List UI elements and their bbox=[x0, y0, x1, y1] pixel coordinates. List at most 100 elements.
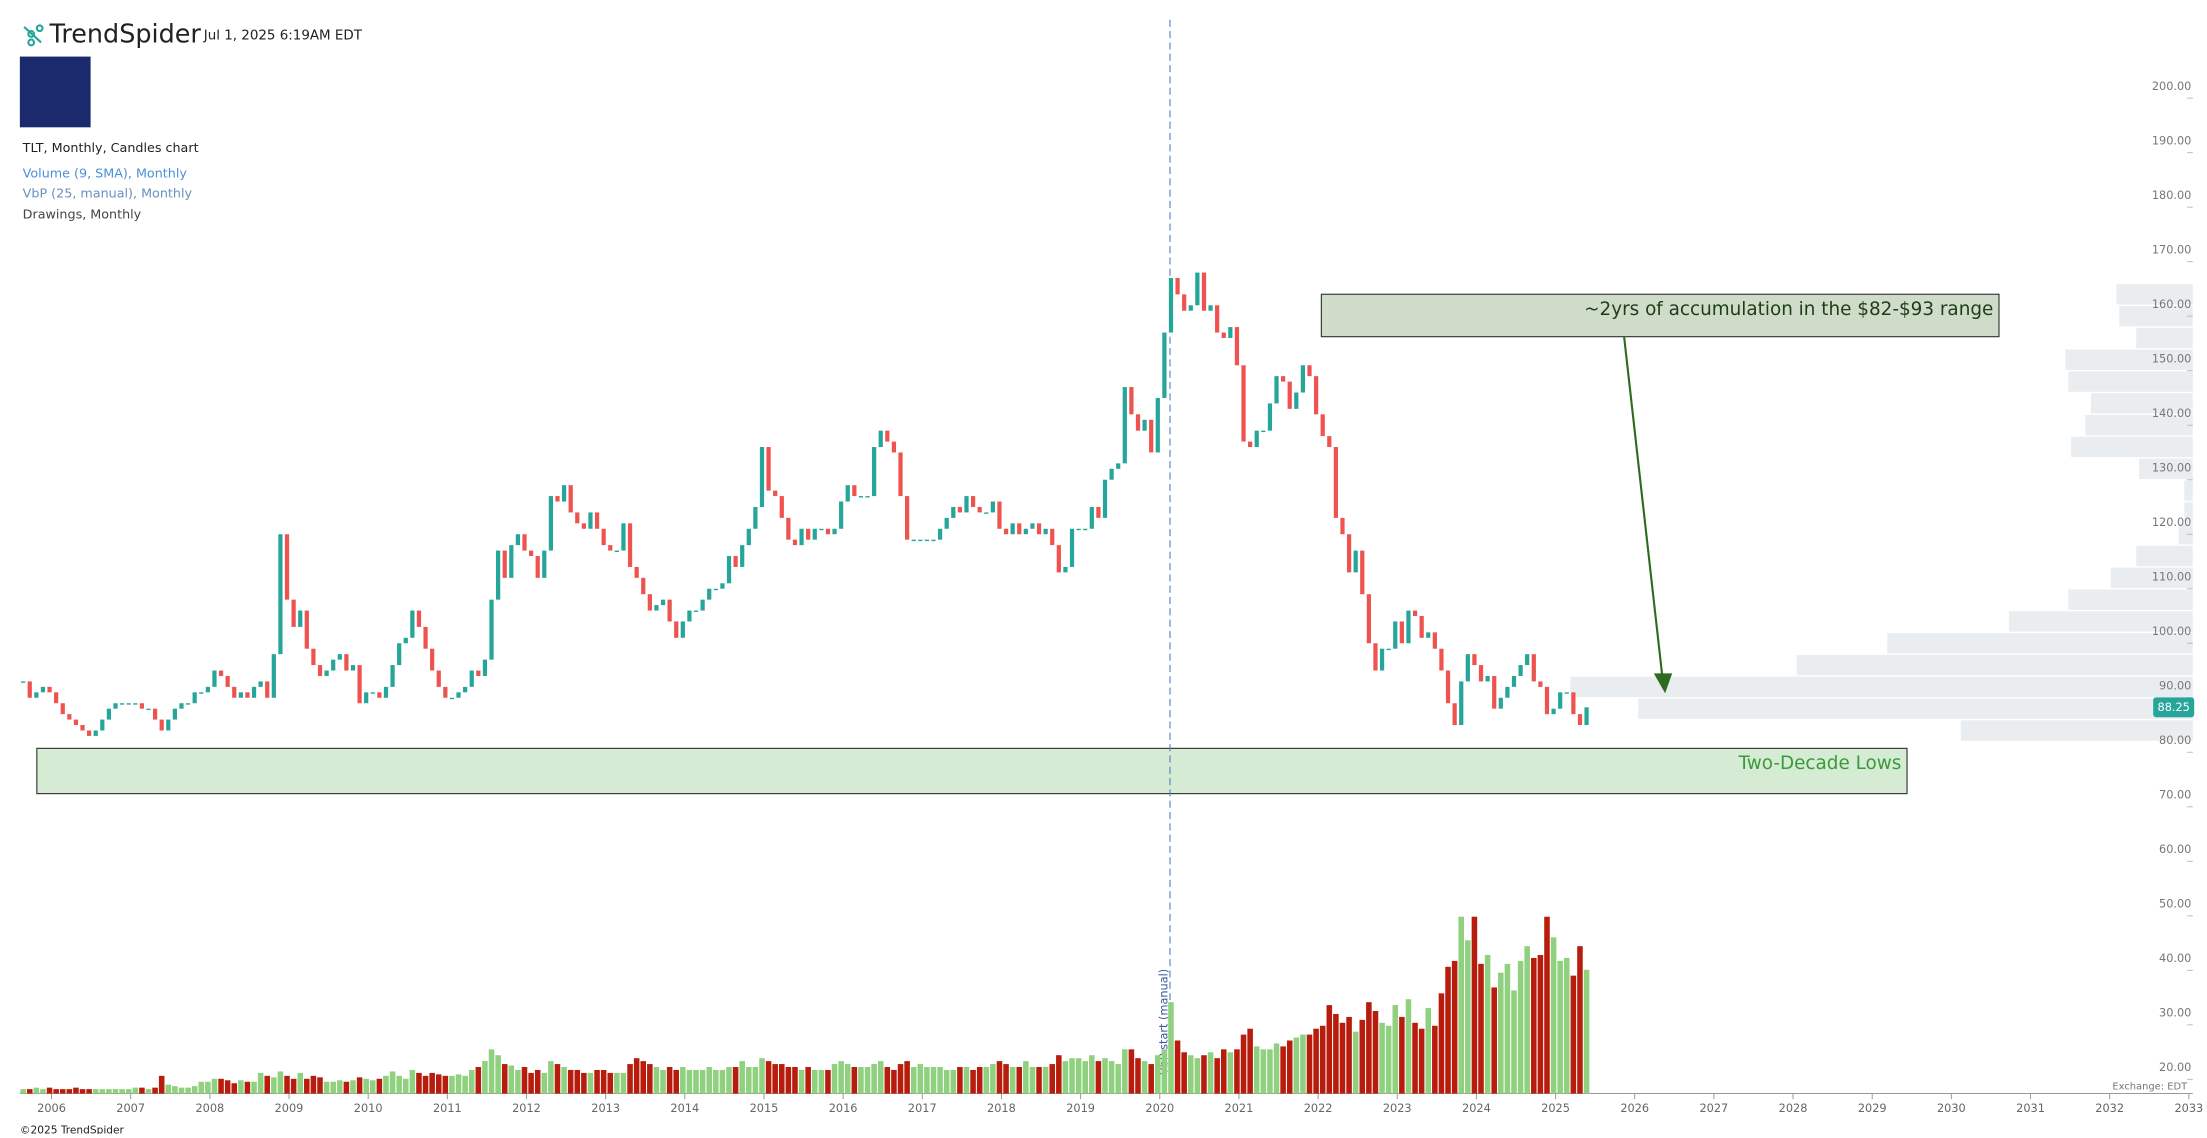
volume-bar bbox=[765, 1061, 772, 1094]
vbp-bar bbox=[2136, 327, 2193, 349]
volume-bar bbox=[409, 1069, 416, 1094]
candle-body bbox=[159, 719, 164, 731]
volume-bar bbox=[990, 1064, 996, 1094]
volume-bar bbox=[416, 1072, 422, 1094]
volume-bar bbox=[185, 1087, 191, 1094]
volume-bar bbox=[139, 1087, 145, 1094]
volume-bar bbox=[178, 1087, 185, 1094]
volume-bar bbox=[277, 1071, 284, 1094]
volume-bar bbox=[614, 1072, 620, 1094]
volume-bar bbox=[726, 1067, 732, 1094]
volume-bar bbox=[1115, 1064, 1121, 1094]
volume-bar bbox=[1583, 969, 1590, 1094]
volume-bar bbox=[508, 1065, 515, 1094]
volume-bar bbox=[389, 1071, 396, 1094]
volume-bar bbox=[1438, 993, 1445, 1094]
volume-bar bbox=[264, 1075, 271, 1094]
candle-body bbox=[575, 512, 580, 524]
volume-bar bbox=[475, 1067, 482, 1094]
y-tick-label: 20.00 bbox=[2159, 1061, 2191, 1074]
volume-bar bbox=[1273, 1043, 1280, 1094]
volume-bar bbox=[1174, 1040, 1181, 1094]
volume-bar bbox=[1009, 1067, 1016, 1094]
volume-bar bbox=[1550, 937, 1557, 1094]
volume-bar bbox=[792, 1067, 798, 1094]
candle-body bbox=[700, 599, 705, 611]
volume-bar bbox=[996, 1061, 1003, 1094]
indicator[interactable]: VbP (25, manual), Monthly bbox=[23, 186, 193, 201]
volume-bar bbox=[1029, 1067, 1036, 1094]
candle-body bbox=[166, 719, 171, 731]
volume-bar bbox=[1247, 1028, 1253, 1094]
volume-bar bbox=[647, 1064, 653, 1094]
x-tick-label: 2024 bbox=[1462, 1102, 1491, 1115]
volume-bar bbox=[1102, 1058, 1108, 1094]
candle-body bbox=[146, 708, 151, 711]
volume-bar bbox=[1155, 1055, 1161, 1094]
x-tick-label: 2012 bbox=[512, 1102, 541, 1115]
candle-body bbox=[1109, 468, 1114, 480]
candle-body bbox=[1333, 447, 1339, 518]
indicator[interactable]: Drawings, Monthly bbox=[23, 208, 142, 223]
candle-body bbox=[238, 692, 243, 698]
volume-bar bbox=[1372, 1011, 1379, 1094]
candle-body bbox=[713, 588, 718, 591]
volume-bar bbox=[607, 1072, 614, 1094]
volume-bar bbox=[534, 1069, 541, 1094]
volume-bar bbox=[125, 1089, 132, 1094]
indicator[interactable]: Volume (9, SMA), Monthly bbox=[23, 167, 188, 182]
exchange: Exchange: EDT bbox=[2112, 1081, 2188, 1092]
volume-bar bbox=[40, 1089, 46, 1094]
y-tick-label: 90.00 bbox=[2159, 679, 2191, 692]
volume-bar bbox=[26, 1089, 33, 1094]
logo-icon bbox=[23, 24, 44, 47]
candle-body bbox=[225, 675, 230, 687]
vbp-bar bbox=[2068, 371, 2193, 392]
volume-bar bbox=[693, 1069, 699, 1094]
volume-bar bbox=[541, 1072, 548, 1094]
volume-bar bbox=[1484, 955, 1491, 1094]
candle-body bbox=[337, 654, 342, 660]
volume-bar bbox=[864, 1067, 871, 1094]
candle-body bbox=[726, 556, 732, 584]
x-tick-label: 2019 bbox=[1066, 1102, 1095, 1115]
candle-body bbox=[80, 725, 85, 731]
candle-body bbox=[1558, 692, 1563, 709]
candle-body bbox=[1142, 419, 1147, 431]
x-tick-label: 2017 bbox=[908, 1102, 937, 1115]
volume-bar bbox=[396, 1075, 402, 1094]
candle-body bbox=[674, 621, 679, 638]
volume-bar bbox=[1201, 1055, 1207, 1094]
candle-body bbox=[443, 686, 448, 698]
x-tick-label: 2016 bbox=[829, 1102, 858, 1115]
candle-body bbox=[542, 550, 547, 578]
volume-bar bbox=[904, 1061, 910, 1094]
volume-bar bbox=[620, 1072, 627, 1094]
candle-body bbox=[271, 654, 276, 698]
candle-body bbox=[1201, 272, 1207, 311]
candle-body bbox=[1089, 506, 1094, 529]
candle-body bbox=[885, 430, 890, 442]
candle-body bbox=[1307, 365, 1312, 377]
candle-body bbox=[278, 534, 283, 655]
candle-body bbox=[1281, 376, 1286, 382]
volume-bar bbox=[680, 1067, 686, 1094]
candle-body bbox=[93, 730, 98, 736]
volume-bar bbox=[1564, 957, 1570, 1094]
candle-body bbox=[608, 545, 613, 551]
candle-body bbox=[1254, 430, 1259, 448]
candle-body bbox=[819, 528, 824, 531]
candle-body bbox=[1023, 528, 1028, 535]
price-tag bbox=[2153, 697, 2195, 718]
volume-bar bbox=[1306, 1034, 1313, 1094]
candle-body bbox=[232, 686, 237, 698]
candle-body bbox=[660, 599, 666, 606]
volume-bar bbox=[132, 1087, 139, 1094]
volume-bar bbox=[884, 1067, 891, 1094]
vbp-bar bbox=[2068, 589, 2193, 610]
volume-bar bbox=[1023, 1061, 1029, 1094]
candle-body bbox=[482, 659, 488, 676]
volume-bar bbox=[554, 1064, 561, 1094]
candle-body bbox=[918, 539, 923, 542]
